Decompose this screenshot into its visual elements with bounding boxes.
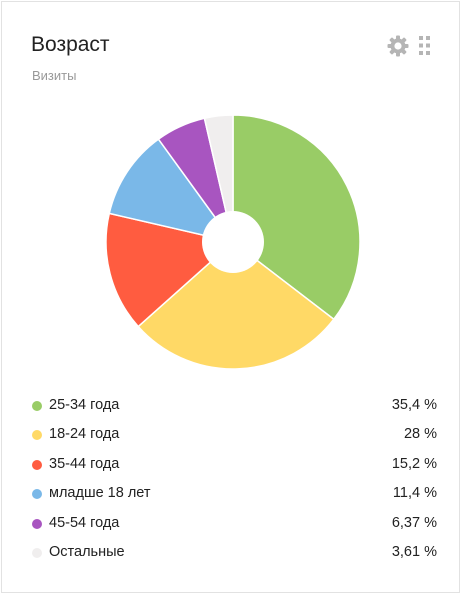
legend-item[interactable]: Остальные 3,61 % [32,540,437,569]
donut-chart [105,114,361,370]
legend-label: 18-24 года [49,426,120,443]
donut-hole [202,211,264,273]
legend-value: 15,2 % [391,455,437,472]
legend-value: 11,4 % [392,485,437,502]
pie-slice-0[interactable] [232,114,361,321]
legend-item[interactable]: 35-44 года 15,2 % [32,452,437,481]
legend-value: 6,37 % [391,514,437,531]
legend-item[interactable]: 18-24 года 28 % [32,422,437,451]
legend-label: Остальные [49,543,125,560]
legend-item[interactable]: младше 18 лет 11,4 % [32,481,437,510]
chart-legend: 25-34 года 35,4 % 18-24 года 28 % 35-44 года… [32,393,437,569]
legend-value: 3,61 % [391,543,437,560]
legend-value: 35,4 % [391,397,437,413]
legend-label: 35-44 года [49,455,120,472]
legend-label: младше 18 лет [49,485,151,502]
legend-item[interactable]: 45-54 года 6,37 % [32,511,437,540]
legend-color-dot [32,518,42,529]
widget-subtitle: Визиты [32,68,77,83]
widget-title: Возраст [31,33,110,56]
legend-color-dot [32,401,42,411]
legend-color-dot [32,459,42,470]
pie-slice-3[interactable] [108,138,235,244]
legend-color-dot [32,430,42,441]
pie-slice-2[interactable] [105,212,235,328]
legend-value: 28 % [403,426,437,443]
legend-color-dot [32,489,42,500]
pie-slice-1[interactable] [137,241,335,370]
legend-color-dot [32,547,42,558]
gear-icon[interactable] [387,35,409,57]
legend-label: 25-34 года [49,397,120,413]
legend-label: 45-54 года [49,514,120,531]
legend-item[interactable]: 25-34 года 35,4 % [32,393,437,422]
pie-slice-5[interactable] [203,114,234,243]
drag-handle-icon[interactable] [419,36,431,56]
